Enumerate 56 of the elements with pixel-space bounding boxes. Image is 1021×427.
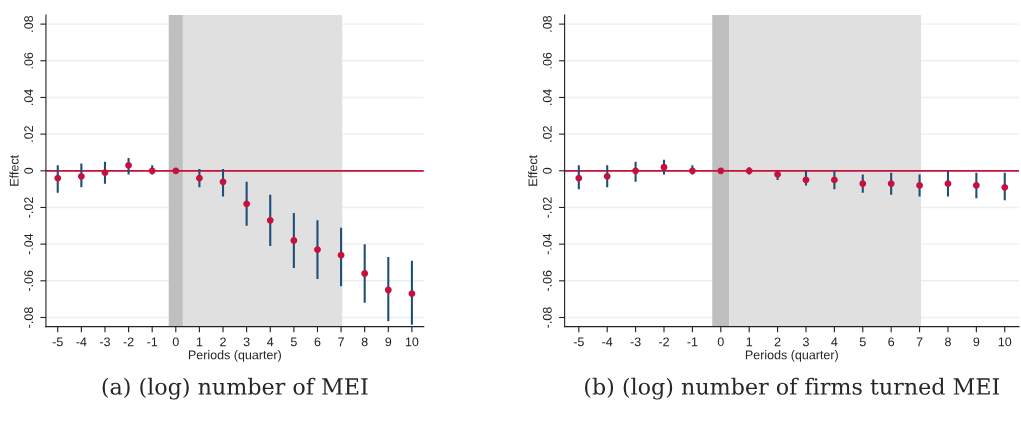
- x-tick-label: 8: [945, 337, 951, 347]
- x-tick-label: -4: [76, 337, 87, 347]
- y-tick-label: -.06: [24, 270, 34, 292]
- y-tick-label: .06: [542, 52, 552, 69]
- y-tick-label: 0: [24, 167, 34, 174]
- y-tick-label: .06: [24, 52, 34, 69]
- x-tick-label: 2: [774, 337, 781, 347]
- x-tick-label: 5: [859, 337, 866, 347]
- x-tick-label: 4: [267, 337, 274, 347]
- x-tick-label: -1: [147, 337, 158, 347]
- y-tick-label: -.04: [542, 233, 552, 255]
- y-tick-label: .08: [24, 15, 34, 32]
- y-tick-label: .04: [24, 89, 34, 105]
- x-tick-label: -4: [602, 337, 613, 347]
- x-tick-label: 3: [802, 337, 809, 347]
- x-tick-label: -5: [573, 337, 584, 347]
- y-tick-label: -.02: [24, 197, 34, 218]
- y-axis-title: Effect: [9, 155, 19, 186]
- x-tick-label: 9: [973, 337, 980, 347]
- x-tick-label: -2: [123, 337, 134, 347]
- x-tick-label: 4: [831, 337, 838, 347]
- text: (a) (log) number of MEI: [102, 377, 368, 400]
- text: (b) (log) number of firms turned MEI: [585, 377, 1000, 400]
- y-tick-label: .08: [542, 15, 552, 32]
- x-tick-label: 5: [290, 337, 297, 347]
- y-tick-label: -.06: [542, 270, 552, 292]
- y-tick-label: -.04: [24, 233, 34, 255]
- y-tick-label: -.08: [24, 307, 34, 328]
- y-tick-label: .02: [542, 126, 552, 142]
- y-tick-label: 0: [542, 167, 552, 174]
- x-tick-label: 7: [916, 337, 923, 347]
- x-tick-label: 9: [385, 337, 392, 347]
- y-tick-label: .04: [542, 89, 552, 105]
- y-tick-label: .02: [24, 126, 34, 142]
- x-tick-label: 1: [746, 337, 753, 347]
- x-axis-title: Periods (quarter): [188, 350, 281, 362]
- x-tick-label: 1: [196, 337, 203, 347]
- x-tick-label: 8: [361, 337, 368, 347]
- x-tick-label: 10: [998, 337, 1012, 347]
- x-tick-label: 7: [338, 337, 344, 347]
- x-tick-label: 3: [243, 337, 250, 347]
- y-tick-label: -.08: [542, 307, 552, 328]
- x-tick-label: 0: [172, 337, 179, 347]
- x-tick-label: -3: [630, 337, 641, 347]
- x-axis-title: Periods (quarter): [745, 350, 838, 362]
- x-tick-label: 6: [888, 337, 895, 347]
- x-tick-label: 6: [314, 337, 321, 347]
- x-tick-label: 10: [405, 337, 419, 347]
- x-tick-label: -1: [687, 337, 698, 347]
- x-tick-label: -3: [99, 337, 110, 347]
- x-tick-label: 2: [220, 337, 226, 347]
- y-axis-title: Effect: [528, 155, 538, 186]
- x-tick-label: -2: [659, 337, 669, 347]
- y-tick-label: -.02: [542, 197, 552, 218]
- x-tick-label: -5: [52, 337, 63, 347]
- x-tick-label: 0: [717, 337, 724, 347]
